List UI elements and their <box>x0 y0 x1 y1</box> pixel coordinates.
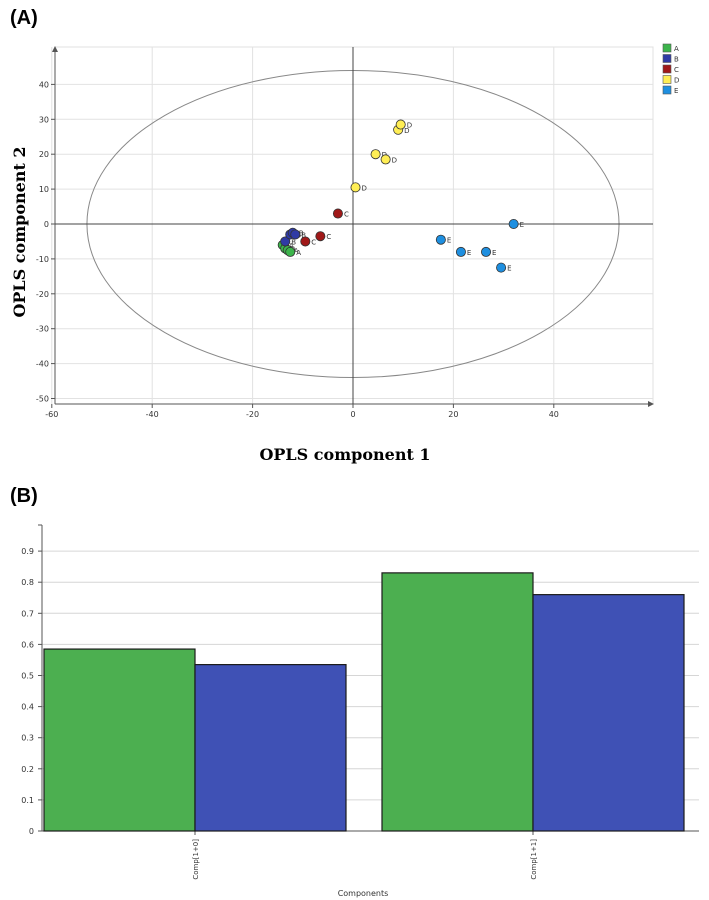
bar-marks <box>43 572 685 832</box>
legend-label-e: E <box>674 87 678 95</box>
scatter-point-label: E <box>520 221 524 229</box>
y-tick-label: -50 <box>36 395 49 404</box>
bar-y-tick-label: 0.8 <box>21 578 34 587</box>
scatter-point-label: D <box>407 122 412 130</box>
y-tick-label: -10 <box>36 255 49 264</box>
bar-blue-2 <box>532 594 685 832</box>
bar-chart: 00.10.20.30.40.50.60.70.80.9 Comp[1+0] Co… <box>21 524 699 898</box>
scatter-point-b <box>290 229 301 240</box>
x-tick-label: -40 <box>146 410 159 419</box>
bar-x-axis-title: Components <box>338 889 389 898</box>
legend-swatch-a <box>662 43 672 53</box>
scatter-point-label: B <box>299 230 304 238</box>
scatter-point-c <box>315 231 326 242</box>
scatter-plot-area <box>54 46 654 405</box>
x-tick-label: 0 <box>350 410 355 419</box>
legend-swatch-c <box>662 64 672 74</box>
scatter-point-d <box>395 119 406 130</box>
scatter-y-axis-title: OPLS component 2 <box>10 146 29 317</box>
legend-swatch-b <box>662 54 672 63</box>
scatter-point-d <box>380 154 391 165</box>
bar-y-tick-label: 0.1 <box>21 796 34 805</box>
scatter-tick-labels: -60 -40 -20 0 20 40 40 30 20 10 0 -10 -20 -30 -40 -50 <box>36 80 559 419</box>
scatter-point-b <box>280 236 291 247</box>
bar-blue-1 <box>194 664 347 832</box>
bar-y-tick-label: 0.3 <box>21 734 34 743</box>
scatter-plot: -60 -40 -20 0 20 40 40 30 20 10 0 -10 -20 -30 -40 -50 A… <box>10 43 679 464</box>
bar-tick-labels: 0 0.1 0.2 0.3 0.4 0.5 0.6 0.7 0.8 0.9 <box>21 547 34 836</box>
bar-green-1 <box>43 648 196 832</box>
x-tick-label: 20 <box>448 410 458 419</box>
scatter-point-label: D <box>392 156 397 164</box>
bar-y-tick-label: 0.4 <box>21 703 34 712</box>
y-tick-label: 40 <box>39 80 49 89</box>
legend-label-c: C <box>674 66 679 74</box>
scatter-axes <box>51 46 654 408</box>
scatter-point-c <box>332 208 343 219</box>
scatter-point-label: D <box>404 127 409 135</box>
bar-y-tick-label: 0.6 <box>21 640 34 649</box>
bar-y-tick-label: 0.7 <box>21 609 34 618</box>
scatter-point-d <box>370 149 381 160</box>
scatter-point-e <box>455 246 466 257</box>
scatter-point-label: E <box>492 249 496 257</box>
bar-category-labels: Comp[1+0] Comp[1+1] <box>192 839 538 880</box>
panel-a-label: (A) <box>10 7 38 29</box>
scatter-point-label: C <box>326 233 331 241</box>
scatter-points: AAAABBBBCCCDDDDDEEEEE <box>277 119 524 273</box>
bar-y-tick-label: 0.9 <box>21 547 34 556</box>
bar-category-label: Comp[1+1] <box>530 839 538 880</box>
scatter-point-label: C <box>311 238 316 246</box>
bar-category-label: Comp[1+0] <box>192 839 200 880</box>
scatter-point-label: A <box>294 247 299 255</box>
scatter-point-label: E <box>467 249 471 257</box>
scatter-point-e <box>508 218 519 229</box>
bar-y-tick-label: 0 <box>29 827 34 836</box>
bar-y-tick-label: 0.5 <box>21 672 34 681</box>
legend-swatch-d <box>662 75 672 84</box>
x-tick-label: -60 <box>45 410 58 419</box>
scatter-point-d <box>350 182 361 193</box>
scatter-point-label: B <box>301 231 306 239</box>
x-tick-label: -20 <box>246 410 259 419</box>
panel-b-label: (B) <box>10 485 38 507</box>
scatter-point-e <box>481 246 492 257</box>
scatter-point-a <box>285 246 296 257</box>
scatter-point-label: C <box>344 211 349 219</box>
legend-label-d: D <box>674 77 679 85</box>
scatter-x-axis-title: OPLS component 1 <box>259 445 430 464</box>
scatter-point-label: D <box>362 184 367 192</box>
scatter-point-e <box>435 234 446 245</box>
legend-label-a: A <box>674 45 679 53</box>
scatter-point-c <box>300 236 311 247</box>
scatter-point-label: A <box>296 249 301 257</box>
y-axis-arrow <box>52 46 58 52</box>
y-tick-label: 10 <box>39 185 49 194</box>
y-tick-label: 20 <box>39 150 49 159</box>
y-tick-label: -40 <box>36 360 49 369</box>
y-tick-label: -30 <box>36 325 49 334</box>
y-tick-label: 30 <box>39 115 49 124</box>
y-tick-label: -20 <box>36 290 49 299</box>
x-tick-label: 40 <box>549 410 559 419</box>
scatter-point-label: E <box>507 265 511 273</box>
bar-y-tick-label: 0.2 <box>21 765 34 774</box>
scatter-point-label: A <box>289 242 294 250</box>
legend-swatch-e <box>662 85 672 95</box>
x-axis-arrow <box>648 401 654 407</box>
bar-green-2 <box>381 572 534 832</box>
scatter-point-e <box>496 262 507 273</box>
y-tick-label: 0 <box>44 220 49 229</box>
scatter-point-label: B <box>291 238 296 246</box>
legend-label-b: B <box>674 56 679 64</box>
scatter-point-label: E <box>447 237 451 245</box>
